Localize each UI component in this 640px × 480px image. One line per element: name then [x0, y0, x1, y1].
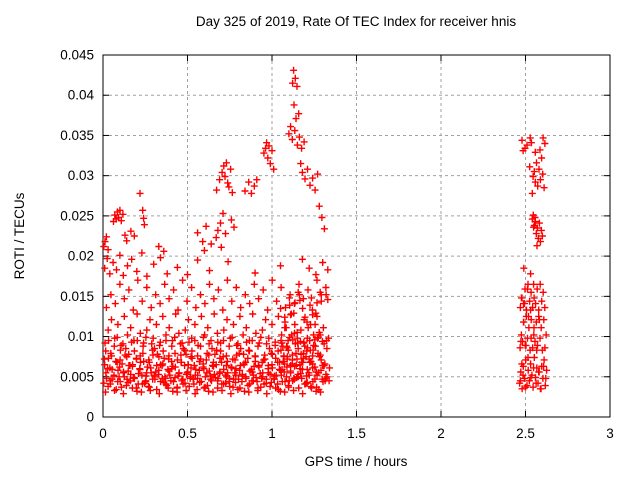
x-tick-label: 3 [606, 426, 614, 441]
y-tick-label: 0.045 [60, 48, 94, 63]
y-tick-labels: 0 0.005 0.01 0.015 0.02 0.025 0.03 0.035 0.04 0.0… [60, 48, 94, 425]
y-axis-label: ROTI / TECUs [12, 192, 27, 279]
y-tick-label: 0.04 [68, 88, 95, 103]
axis-tick-marks [102, 54, 611, 418]
x-tick-label: 0.5 [178, 426, 197, 441]
y-tick-label: 0.01 [68, 329, 94, 344]
x-tick-label: 1 [268, 426, 276, 441]
x-axis-label: GPS time / hours [305, 454, 408, 469]
scatter-series [100, 66, 551, 398]
x-tick-label: 0 [99, 426, 107, 441]
y-tick-label: 0.02 [68, 249, 94, 264]
x-tick-label: 1.5 [347, 426, 366, 441]
x-tick-label: 2.5 [516, 426, 535, 441]
y-tick-label: 0.025 [60, 208, 94, 223]
y-tick-label: 0.035 [60, 128, 94, 143]
y-tick-label: 0.015 [60, 289, 94, 304]
chart-title: Day 325 of 2019, Rate Of TEC Index for r… [196, 14, 516, 29]
y-tick-label: 0 [86, 410, 94, 425]
x-tick-label: 2 [437, 426, 445, 441]
x-tick-labels: 0 0.5 1 1.5 2 2.5 3 [99, 426, 614, 441]
y-tick-label: 0.03 [68, 168, 94, 183]
scatter-points [100, 66, 551, 398]
y-tick-label: 0.005 [60, 369, 94, 384]
